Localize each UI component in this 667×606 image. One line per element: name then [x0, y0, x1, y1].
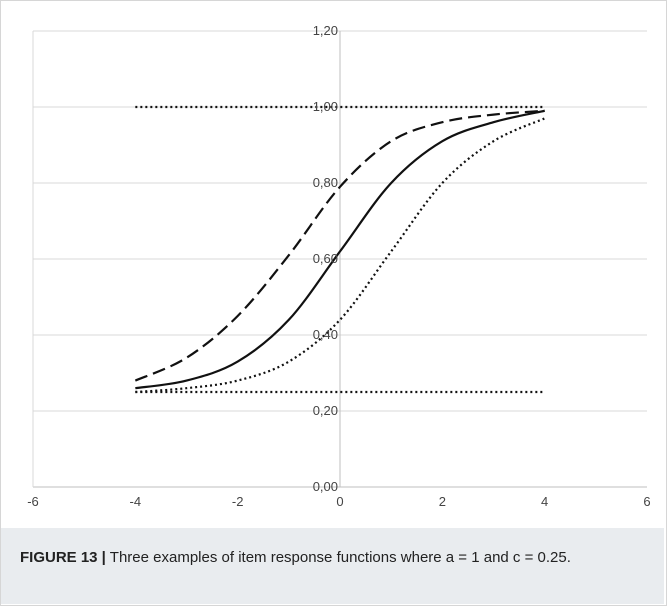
figure-label: FIGURE 13 | — [20, 549, 106, 566]
y-tick-label: 1,20 — [313, 23, 338, 38]
x-tick-label: 2 — [439, 494, 446, 509]
x-tick-label: -6 — [27, 494, 39, 509]
y-tick-labels: 0,00 0,20 0,40 0,60 0,80 1,00 1,20 — [313, 23, 338, 494]
caption-panel — [1, 528, 664, 604]
x-tick-label: 6 — [643, 494, 650, 509]
y-tick-label: 0,00 — [313, 479, 338, 494]
x-tick-label: -2 — [232, 494, 244, 509]
y-tick-label: 0,20 — [313, 403, 338, 418]
x-tick-labels: -6 -4 -2 0 2 4 6 — [27, 494, 650, 509]
x-tick-label: 4 — [541, 494, 548, 509]
x-tick-label: 0 — [336, 494, 343, 509]
x-tick-label: -4 — [130, 494, 142, 509]
series-line-solid-1 — [135, 109, 545, 390]
axes — [32, 31, 647, 488]
chart: 0,00 0,20 0,40 0,60 0,80 1,00 1,20 -6 -4 -2 0 2 4 6 — [27, 23, 650, 509]
series-line-dashed-0 — [134, 109, 545, 382]
caption-text: Three examples of item response function… — [109, 549, 571, 566]
y-tick-label: 0,40 — [313, 327, 338, 342]
series-lines — [134, 105, 546, 394]
y-tick-label: 0,80 — [313, 175, 338, 190]
y-tick-label: 0,60 — [313, 251, 338, 266]
y-tick-label: 1,00 — [313, 99, 338, 114]
figure-caption: FIGURE 13 | Three examples of item respo… — [20, 547, 580, 568]
